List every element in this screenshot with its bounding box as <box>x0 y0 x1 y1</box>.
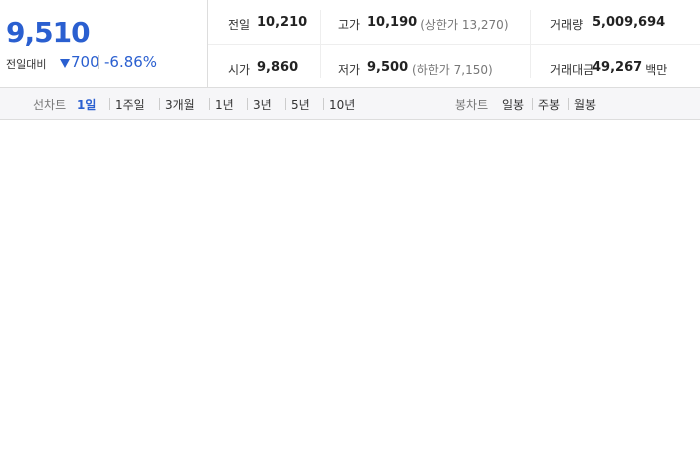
candle-tab[interactable]: 주봉 <box>538 98 561 112</box>
tab-separator <box>247 98 248 110</box>
candle-tab[interactable]: 일봉 <box>502 98 525 112</box>
tab-separator <box>568 98 569 110</box>
tab-separator <box>109 98 110 110</box>
stat-note-label: 상한가 <box>424 18 458 32</box>
change-label: 전일대비 <box>6 58 47 71</box>
stat-note: (하한가 7,150) <box>412 63 493 77</box>
stat-label: 고가 <box>338 18 361 32</box>
stat-note-value: 7,150 <box>453 63 488 77</box>
tab-separator <box>159 98 160 110</box>
stat-label: 거래대금 <box>550 63 595 77</box>
stat-unit: 백만 <box>645 63 668 77</box>
stat-value: 5,009,694 <box>592 15 666 30</box>
col-divider <box>530 10 531 78</box>
tab-group-label: 봉차트 <box>455 98 489 112</box>
period-tab[interactable]: 1일 <box>77 98 97 112</box>
stat-label: 시가 <box>228 63 251 77</box>
stat-value: 9,860 <box>257 60 299 75</box>
stat-label: 저가 <box>338 63 361 77</box>
divider <box>98 55 99 69</box>
candle-tab[interactable]: 월봉 <box>574 98 597 112</box>
period-tab[interactable]: 5년 <box>291 98 310 112</box>
price-box: 9,510 전일대비 10,49310,0919,6889,2868,88410… <box>0 0 208 88</box>
down-arrow: 10,49310,0919,6889,2868,88410:0011:0012:… <box>60 59 70 68</box>
row-divider <box>208 44 700 45</box>
stat-value: 10,210 <box>257 15 308 30</box>
period-tab[interactable]: 1년 <box>215 98 234 112</box>
stat-value: 10,190 <box>367 15 418 30</box>
tab-separator <box>532 98 533 110</box>
stat-value: 49,267 <box>592 60 643 75</box>
price: 9,510 <box>6 16 91 49</box>
tab-separator <box>209 98 210 110</box>
change-pct: -6.86% <box>104 53 158 71</box>
stat-label: 전일 <box>228 18 251 32</box>
period-tab[interactable]: 10년 <box>329 98 356 112</box>
period-tab[interactable]: 3년 <box>253 98 272 112</box>
chart-tabs: 선차트 1일 1주일 3개월 1년 3년 5년 10년 봉차트 일봉 주봉 월봉 <box>0 88 700 120</box>
tab-group-label: 선차트 <box>33 98 67 112</box>
stat-label: 거래량 <box>550 18 584 32</box>
quote-header: 9,510 전일대비 10,49310,0919,6889,2868,88410… <box>0 0 700 88</box>
tab-separator <box>323 98 324 110</box>
chart <box>0 120 700 450</box>
period-tab[interactable]: 3개월 <box>165 98 195 112</box>
stat-value: 9,500 <box>367 60 409 75</box>
stat-note-label: 하한가 <box>416 63 450 77</box>
period-tab[interactable]: 1주일 <box>115 98 145 112</box>
col-divider <box>320 10 321 78</box>
change: 700 <box>71 53 100 71</box>
stat-note-value: 13,270 <box>461 18 504 32</box>
tab-separator <box>285 98 286 110</box>
stat-note: (상한가 13,270) <box>420 18 509 32</box>
